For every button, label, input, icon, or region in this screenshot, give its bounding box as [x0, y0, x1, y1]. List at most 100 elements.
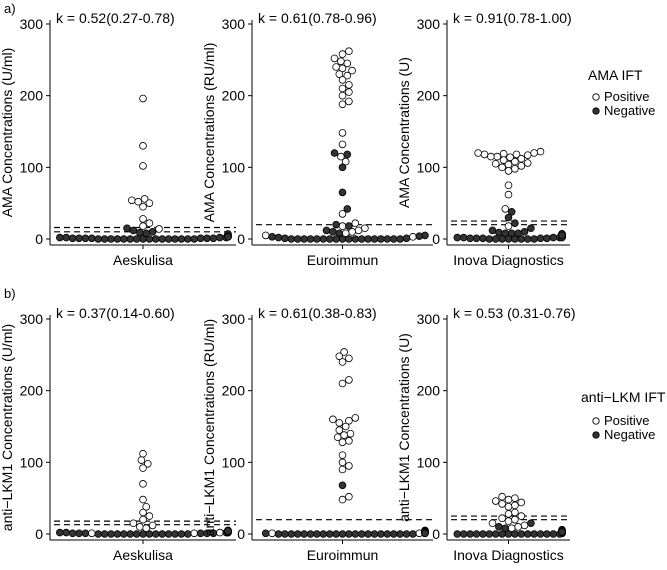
- panel-0-2: 0 100 200 300 AMA Concentrations (U) Inova Di…: [396, 10, 572, 268]
- point-negative: [100, 530, 109, 538]
- point-negative: [287, 235, 296, 243]
- point-positive: [345, 376, 353, 384]
- point-negative: [107, 530, 115, 538]
- point-negative: [319, 530, 328, 538]
- point-positive: [139, 464, 147, 472]
- x-category-label: Euroimmun: [307, 252, 379, 268]
- point-negative: [343, 205, 352, 213]
- point-negative: [345, 530, 353, 538]
- point-positive: [340, 431, 348, 439]
- point-positive: [498, 500, 506, 508]
- point-positive: [333, 433, 342, 442]
- point-positive: [139, 495, 147, 504]
- point-negative: [527, 519, 535, 528]
- point-negative: [389, 235, 398, 243]
- panels-layer: 0 100 200 300 AMA Concentrations (U/ml) Aesku…: [0, 10, 576, 563]
- point-negative: [549, 530, 558, 538]
- point-negative: [402, 530, 411, 538]
- kappa-annotation: k = 0.53 (0.31-0.76): [453, 305, 576, 321]
- point-negative: [459, 530, 468, 538]
- point-positive: [261, 231, 270, 240]
- y-tick-label: 200: [417, 383, 441, 399]
- y-axis-label: AMA Concentrations (U): [396, 57, 412, 208]
- point-negative: [55, 233, 64, 242]
- point-negative: [459, 233, 468, 242]
- point-negative: [126, 530, 134, 538]
- point-negative: [62, 528, 70, 537]
- kappa-annotation: k = 0.61(0.38-0.83): [258, 305, 377, 321]
- point-positive: [474, 149, 482, 157]
- point-positive: [511, 157, 519, 166]
- point-negative: [136, 228, 144, 237]
- point-negative: [511, 530, 519, 538]
- point-positive: [499, 156, 508, 164]
- point-negative: [501, 524, 510, 533]
- point-negative: [107, 235, 115, 243]
- legend-positive-swatch: [592, 417, 600, 425]
- point-positive: [139, 515, 147, 524]
- point-negative: [306, 530, 315, 538]
- point-negative: [281, 234, 289, 243]
- panel-1-0: 0 100 200 300 anti−LKM1 Concentrations (U/ml…: [0, 305, 236, 563]
- point-negative: [389, 530, 398, 538]
- point-positive: [338, 458, 347, 467]
- point-negative: [396, 530, 404, 538]
- point-negative: [158, 530, 167, 538]
- point-positive: [335, 352, 344, 361]
- point-positive: [504, 190, 513, 199]
- point-positive: [498, 514, 506, 523]
- point-negative: [123, 224, 131, 233]
- point-positive: [511, 164, 519, 173]
- y-tick-label: 200: [20, 383, 44, 399]
- x-category-label: Aeskulisa: [113, 252, 173, 268]
- point-negative: [94, 530, 102, 538]
- point-negative: [491, 530, 500, 538]
- point-positive: [504, 502, 513, 511]
- point-positive: [530, 149, 538, 157]
- point-negative: [338, 530, 347, 538]
- y-tick-label: 300: [20, 16, 44, 32]
- panel-tag-b: b): [4, 286, 16, 301]
- point-positive: [142, 502, 151, 511]
- point-positive: [134, 197, 143, 206]
- legend-positive-swatch: [592, 93, 600, 101]
- point-negative: [364, 530, 372, 538]
- point-negative: [132, 530, 141, 538]
- point-negative: [377, 530, 385, 538]
- point-positive: [511, 515, 519, 524]
- y-tick-label: 200: [20, 88, 44, 104]
- point-positive: [351, 414, 360, 422]
- point-positive: [145, 219, 154, 228]
- point-positive: [338, 358, 347, 366]
- point-negative: [268, 233, 276, 241]
- point-negative: [485, 235, 494, 243]
- point-positive: [504, 517, 513, 525]
- point-negative: [338, 188, 347, 197]
- point-negative: [377, 235, 385, 243]
- point-negative: [113, 235, 122, 243]
- point-negative: [190, 235, 199, 243]
- point-positive: [504, 222, 513, 230]
- point-negative: [164, 235, 173, 243]
- point-positive: [137, 456, 146, 464]
- point-negative: [293, 530, 302, 538]
- point-negative: [325, 235, 334, 243]
- point-positive: [487, 152, 495, 161]
- point-negative: [325, 530, 334, 538]
- point-negative: [126, 235, 134, 243]
- point-positive: [506, 153, 514, 162]
- point-positive: [346, 429, 355, 438]
- point-negative: [536, 234, 545, 243]
- point-negative: [164, 530, 173, 538]
- point-positive: [345, 81, 353, 89]
- point-negative: [472, 234, 481, 243]
- y-tick-label: 300: [222, 16, 246, 32]
- point-negative: [332, 220, 340, 229]
- point-positive: [341, 422, 350, 431]
- point-negative: [351, 530, 360, 538]
- point-positive: [338, 91, 347, 100]
- point-positive: [145, 199, 154, 207]
- point-negative: [120, 235, 128, 243]
- panel-1-1: 0 100 200 300 anti−LKM1 Concentrations (RU/m…: [201, 305, 433, 563]
- point-negative: [351, 235, 360, 243]
